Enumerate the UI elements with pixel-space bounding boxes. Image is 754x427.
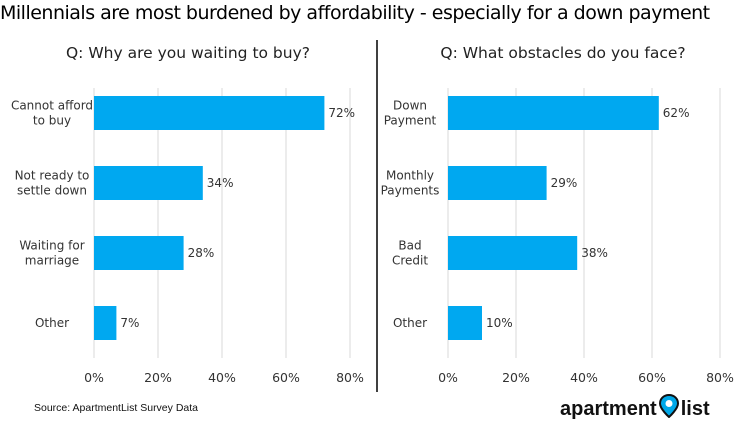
category-label: Cannot afford	[11, 99, 93, 113]
data-label: 38%	[581, 246, 608, 260]
data-label: 10%	[486, 316, 513, 330]
data-label: 72%	[328, 106, 355, 120]
category-label: Monthly	[386, 169, 434, 183]
bar	[448, 166, 547, 200]
source-note: Source: ApartmentList Survey Data	[34, 402, 198, 414]
bar	[448, 236, 577, 270]
logo-text-list: list	[681, 398, 710, 421]
category-label: settle down	[17, 184, 87, 198]
category-label: Other	[35, 316, 69, 330]
data-label: 34%	[207, 176, 234, 190]
category-label: to buy	[33, 114, 71, 128]
data-label: 29%	[551, 176, 578, 190]
bar	[94, 96, 324, 130]
bar	[94, 306, 116, 340]
x-tick-label: 20%	[144, 370, 172, 385]
x-tick-label: 0%	[84, 370, 104, 385]
bar	[94, 166, 203, 200]
x-tick-label: 40%	[208, 370, 236, 385]
logo-text-apartment: apartment	[560, 398, 657, 421]
category-label: Not ready to	[15, 169, 90, 183]
panel-title: Q: What obstacles do you face?	[440, 44, 685, 62]
charts-canvas: Q: Why are you waiting to buy? 0% 20% 40% 60…	[0, 0, 754, 427]
x-tick-label: 80%	[706, 370, 734, 385]
bar	[448, 306, 482, 340]
bar	[94, 236, 184, 270]
map-pin-icon	[659, 394, 679, 424]
data-label: 7%	[120, 316, 139, 330]
data-label: 62%	[663, 106, 690, 120]
panel-title: Q: Why are you waiting to buy?	[66, 44, 310, 62]
x-tick-label: 0%	[438, 370, 458, 385]
apartment-list-logo: apartment list	[560, 394, 710, 424]
x-tick-label: 40%	[570, 370, 598, 385]
category-label: Waiting for	[19, 239, 84, 253]
category-label: marriage	[25, 254, 79, 268]
category-label: Down	[393, 99, 427, 113]
x-tick-label: 80%	[336, 370, 364, 385]
x-tick-label: 60%	[638, 370, 666, 385]
x-tick-label: 60%	[272, 370, 300, 385]
category-label: Credit	[392, 254, 428, 268]
data-label: 28%	[188, 246, 215, 260]
x-tick-label: 20%	[502, 370, 530, 385]
category-label: Payments	[381, 184, 440, 198]
category-label: Other	[393, 316, 427, 330]
category-label: Payment	[384, 114, 437, 128]
bar	[448, 96, 659, 130]
category-label: Bad	[398, 239, 421, 253]
